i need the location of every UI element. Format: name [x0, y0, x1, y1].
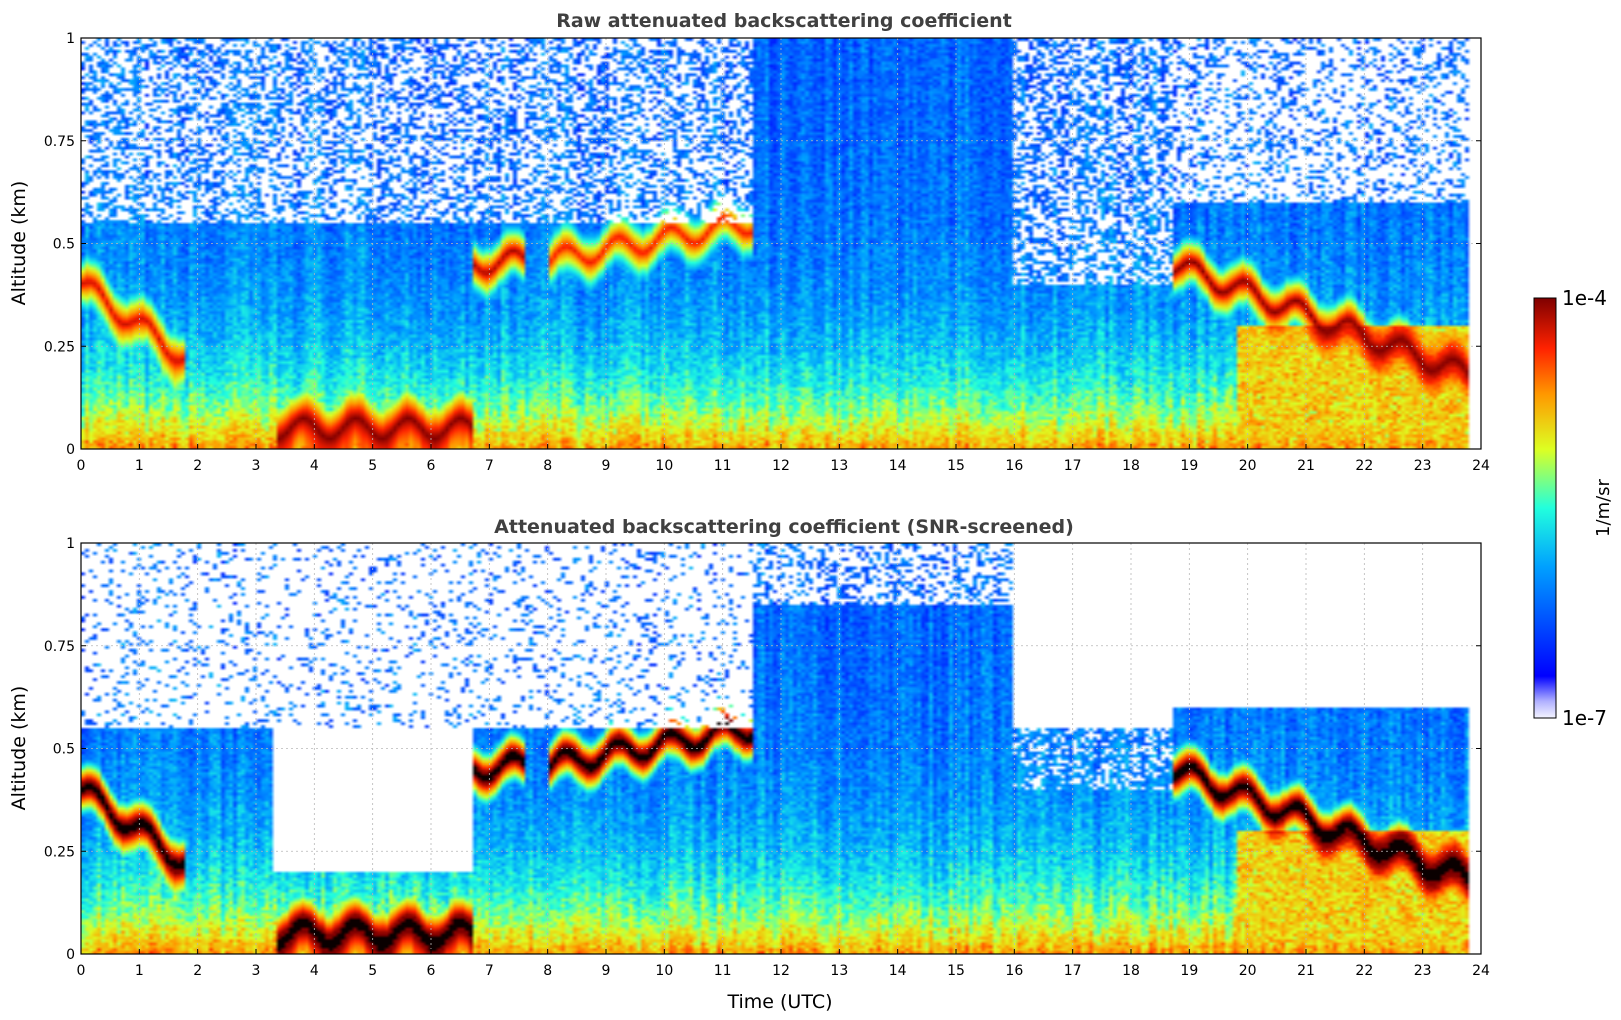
x-tick-label: 17	[1064, 458, 1082, 474]
x-tick-label: 19	[1180, 458, 1198, 474]
x-tick-label: 14	[889, 963, 907, 979]
x-tick-label: 7	[485, 458, 494, 474]
panel-raw-backscatter: Raw attenuated backscattering coefficien…	[8, 10, 1490, 474]
x-tick-label: 4	[310, 963, 319, 979]
colorbar-max-label: 1e-4	[1562, 286, 1607, 310]
x-ticks-screened: 0 1 2 3 4 5 6 7 8 9 10 11 12 13 14 15 16 17 18 19 20 21 22 23 24	[77, 949, 1490, 979]
colorbar-gradient	[1533, 297, 1557, 719]
x-tick-label: 16	[1005, 963, 1023, 979]
y-tick-label: 0.75	[44, 134, 75, 150]
x-tick-label: 9	[602, 458, 611, 474]
y-tick-label: 1	[66, 31, 75, 47]
x-tick-label: 8	[543, 963, 552, 979]
x-tick-label: 6	[427, 458, 436, 474]
x-tick-label: 11	[714, 458, 732, 474]
x-tick-label: 7	[485, 963, 494, 979]
y-ticks-screened: 0 0.25 0.5 0.75 1	[44, 536, 1481, 963]
y-ticks-raw: 0 0.25 0.5 0.75 1	[44, 31, 1481, 458]
x-tick-label: 16	[1005, 458, 1023, 474]
y-tick-label: 0	[66, 442, 75, 458]
x-tick-label: 22	[1355, 458, 1373, 474]
colorbar-min-label: 1e-7	[1562, 706, 1607, 730]
x-tick-label: 8	[543, 458, 552, 474]
x-tick-label: 19	[1180, 963, 1198, 979]
x-tick-label: 3	[252, 963, 261, 979]
colorbar: 1e-4 1e-7 1/m/sr	[1533, 286, 1614, 730]
x-tick-label: 17	[1064, 963, 1082, 979]
x-tick-label: 1	[135, 458, 144, 474]
x-tick-label: 9	[602, 963, 611, 979]
x-tick-label: 13	[830, 963, 848, 979]
panel-title-screened: Attenuated backscattering coefficient (S…	[494, 516, 1074, 538]
x-tick-label: 1	[135, 963, 144, 979]
x-tick-label: 20	[1239, 458, 1257, 474]
y-tick-label: 0	[66, 947, 75, 963]
grid-screened	[81, 543, 1481, 954]
x-tick-label: 2	[193, 458, 202, 474]
x-tick-label: 12	[772, 963, 790, 979]
x-tick-label: 22	[1355, 963, 1373, 979]
x-tick-label: 14	[889, 458, 907, 474]
y-axis-label-raw: Altitude (km)	[8, 181, 30, 306]
x-axis-label: Time (UTC)	[726, 991, 832, 1013]
x-tick-label: 11	[714, 963, 732, 979]
x-tick-label: 18	[1122, 963, 1140, 979]
panel-title-raw: Raw attenuated backscattering coefficien…	[556, 10, 1012, 32]
colorbar-unit-label: 1/m/sr	[1593, 478, 1614, 536]
x-tick-label: 4	[310, 458, 319, 474]
x-tick-label: 15	[947, 963, 965, 979]
y-tick-label: 0.5	[53, 237, 75, 253]
x-tick-label: 3	[252, 458, 261, 474]
x-tick-label: 12	[772, 458, 790, 474]
x-tick-label: 15	[947, 458, 965, 474]
x-tick-label: 18	[1122, 458, 1140, 474]
x-tick-label: 2	[193, 963, 202, 979]
x-tick-label: 24	[1472, 458, 1490, 474]
x-tick-label: 20	[1239, 963, 1257, 979]
y-tick-label: 1	[66, 536, 75, 552]
x-tick-label: 13	[830, 458, 848, 474]
x-tick-label: 0	[77, 458, 86, 474]
y-tick-label: 0.75	[44, 639, 75, 655]
x-tick-label: 0	[77, 963, 86, 979]
y-tick-label: 0.25	[44, 844, 75, 860]
x-tick-label: 21	[1297, 963, 1315, 979]
x-ticks-raw: 0 1 2 3 4 5 6 7 8 9 10 11 12 13 14 15 16 17 18 19 20 21 22 23 24	[77, 444, 1490, 474]
x-tick-label: 6	[427, 963, 436, 979]
x-tick-label: 24	[1472, 963, 1490, 979]
panel-snr-screened: Attenuated backscattering coefficient (S…	[8, 516, 1490, 979]
y-tick-label: 0.25	[44, 339, 75, 355]
y-axis-label-screened: Altitude (km)	[8, 686, 30, 811]
x-tick-label: 23	[1414, 458, 1432, 474]
grid-raw	[81, 38, 1481, 449]
x-tick-label: 10	[655, 963, 673, 979]
x-tick-label: 5	[368, 963, 377, 979]
x-tick-label: 23	[1414, 963, 1432, 979]
x-tick-label: 5	[368, 458, 377, 474]
x-tick-label: 10	[655, 458, 673, 474]
y-tick-label: 0.5	[53, 742, 75, 758]
x-tick-label: 21	[1297, 458, 1315, 474]
